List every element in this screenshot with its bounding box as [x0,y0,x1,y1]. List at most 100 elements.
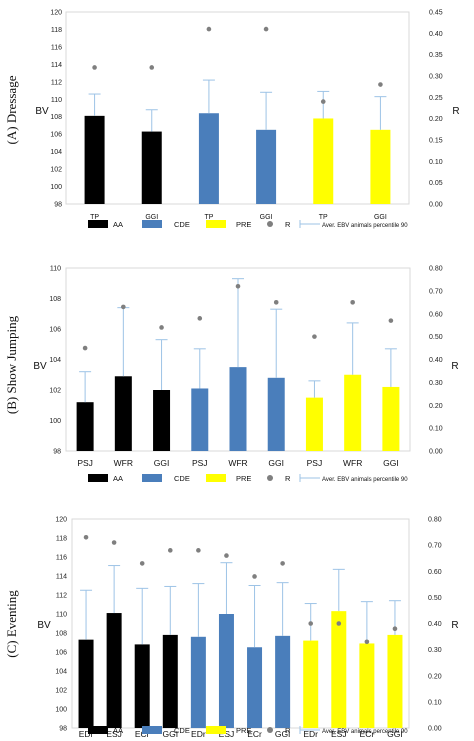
y2-tick-label: 0.30 [428,647,442,654]
y-tick-label: 108 [50,114,62,121]
y2-axis-title: R [451,620,458,631]
y-tick-label: 116 [51,44,62,51]
bar-cde [191,388,209,451]
r-point [280,561,285,566]
y-tick-label: 104 [49,357,61,364]
y2-tick-label: 0.15 [429,138,443,145]
r-point [308,621,314,626]
y2-tick-label: 0.20 [428,673,442,680]
legend-swatch-cde [142,220,162,228]
y2-tick-label: 0.00 [429,449,443,456]
legend-label: AA [113,474,123,483]
legend-swatch-aa [88,474,108,482]
r-point [378,82,383,87]
r-point [224,553,229,558]
y2-tick-label: 0.40 [429,31,443,38]
chart-panel-1: 98 100 102 104 106 108 110 0.00 0.10 0.20 0.30 0.40… [4,266,459,484]
r-point [167,548,173,553]
chart-panel-2: 98 100 102 104 106 108 110 112 114 116 118 120 0.00 0… [4,517,459,740]
category-label: TP [319,214,328,221]
y-tick-label: 100 [50,184,62,191]
legend-swatch-pre [206,474,226,482]
y2-tick-label: 0.45 [429,10,443,17]
bar-pre [305,397,323,451]
category-label: GGI [275,729,291,739]
category-label: GGI [145,214,158,221]
category-label: GGI [383,458,399,468]
bar-aa [153,390,171,451]
category-label: GGI [374,214,387,221]
panel-title: (C) Eventing [4,590,19,658]
legend-label: R [285,220,291,229]
y2-tick-label: 0.10 [428,699,442,706]
y-tick-label: 98 [53,449,61,456]
y-tick-label: 110 [56,612,67,619]
legend-label: PRE [236,474,251,483]
category-label: ESJ [331,729,347,739]
legend-swatch-cde [142,726,162,734]
category-label: ESJ [219,729,235,739]
plot-frame [71,518,410,729]
bar-cde [190,636,206,728]
r-point [92,65,97,70]
legend-swatch-aa [88,726,108,734]
y-tick-label: 98 [59,726,67,733]
y-tick-label: 114 [56,574,67,581]
y-tick-label: 102 [49,388,61,395]
bar-pre [387,634,403,728]
y2-tick-label: 0.20 [429,116,443,123]
legend-label: Aver. EBV animals percentile 90 [322,477,408,483]
r-point [252,574,257,579]
bar-pre [313,118,334,204]
bar-pre [331,611,347,728]
y-axis-title: BV [33,361,47,372]
category-label: PSJ [192,458,208,468]
bar-cde [267,377,285,451]
bar-aa [106,613,122,728]
category-label: GGI [387,729,403,739]
y2-tick-label: 0.05 [429,180,443,187]
bar-cde [198,113,219,204]
category-label: PSJ [307,458,323,468]
y2-axis-title: R [452,106,459,117]
bar-aa [78,639,94,728]
r-point [206,26,212,32]
y-tick-label: 108 [55,631,67,638]
r-point [336,621,342,626]
r-point [235,284,241,289]
category-label: WFR [114,458,133,468]
category-label: ECr [360,729,375,739]
y-tick-label: 106 [49,327,61,334]
category-label: WFR [343,458,362,468]
y-tick-label: 102 [50,167,62,174]
r-point [273,300,279,305]
r-point [263,26,269,32]
y-tick-label: 98 [54,202,62,209]
y-tick-label: 120 [55,517,67,524]
r-point [149,65,155,70]
y2-tick-label: 0.35 [429,52,443,59]
y2-tick-label: 0.30 [429,74,443,81]
y2-axis-title: R [451,361,458,372]
r-point [364,639,370,645]
y-tick-label: 112 [56,593,67,600]
legend-swatch-pre [206,726,226,734]
r-point [392,626,398,632]
legend-swatch-aa [88,220,108,228]
y-tick-label: 100 [49,418,61,425]
category-label: ECr [247,729,262,739]
r-point [388,318,394,323]
y-tick-label: 110 [51,97,62,104]
y-tick-label: 110 [50,266,61,273]
y2-tick-label: 0.80 [428,517,442,524]
category-label: TP [90,214,99,221]
r-point [350,300,355,305]
legend-label: CDE [174,220,190,229]
bar-pre [303,640,319,728]
y-tick-label: 118 [56,536,67,543]
panel-title: (A) Dressage [4,75,19,144]
y-tick-label: 118 [51,27,62,34]
r-point [320,99,326,104]
category-label: ESJ [106,729,122,739]
